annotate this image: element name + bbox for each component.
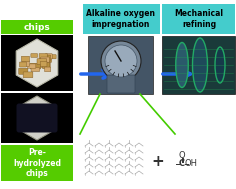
FancyBboxPatch shape (23, 72, 33, 78)
FancyBboxPatch shape (31, 53, 38, 57)
FancyBboxPatch shape (162, 4, 235, 34)
FancyBboxPatch shape (88, 36, 153, 94)
FancyBboxPatch shape (39, 53, 47, 59)
Text: Pre-
hydrolyzed
chips: Pre- hydrolyzed chips (13, 148, 61, 178)
FancyBboxPatch shape (28, 64, 36, 68)
FancyBboxPatch shape (41, 57, 49, 63)
Text: chips: chips (24, 22, 50, 32)
Text: C: C (179, 160, 185, 169)
Ellipse shape (193, 38, 207, 92)
FancyBboxPatch shape (43, 55, 51, 61)
Text: OH: OH (185, 160, 198, 169)
Circle shape (101, 41, 141, 81)
FancyBboxPatch shape (83, 4, 160, 34)
FancyBboxPatch shape (1, 20, 73, 34)
FancyBboxPatch shape (162, 36, 235, 94)
FancyBboxPatch shape (42, 63, 50, 69)
FancyBboxPatch shape (19, 68, 28, 74)
Text: O: O (179, 152, 185, 160)
Ellipse shape (215, 47, 225, 83)
FancyBboxPatch shape (17, 104, 58, 132)
FancyBboxPatch shape (40, 61, 47, 67)
FancyBboxPatch shape (37, 59, 47, 64)
Text: Alkaline oxygen
impregnation: Alkaline oxygen impregnation (87, 9, 156, 29)
FancyBboxPatch shape (45, 54, 52, 59)
FancyBboxPatch shape (31, 67, 40, 72)
Polygon shape (18, 96, 56, 140)
FancyBboxPatch shape (46, 55, 56, 59)
FancyBboxPatch shape (42, 57, 52, 62)
Circle shape (105, 45, 137, 77)
FancyBboxPatch shape (107, 75, 135, 93)
FancyBboxPatch shape (30, 63, 41, 69)
Polygon shape (16, 39, 58, 87)
FancyBboxPatch shape (1, 35, 73, 91)
Ellipse shape (176, 43, 188, 88)
FancyBboxPatch shape (22, 61, 29, 67)
Text: +: + (152, 153, 164, 169)
FancyBboxPatch shape (21, 56, 30, 62)
FancyBboxPatch shape (1, 93, 73, 143)
FancyBboxPatch shape (45, 67, 51, 72)
FancyBboxPatch shape (1, 145, 73, 181)
FancyBboxPatch shape (20, 62, 26, 67)
Text: Mechanical
refining: Mechanical refining (174, 9, 223, 29)
FancyBboxPatch shape (40, 62, 50, 67)
